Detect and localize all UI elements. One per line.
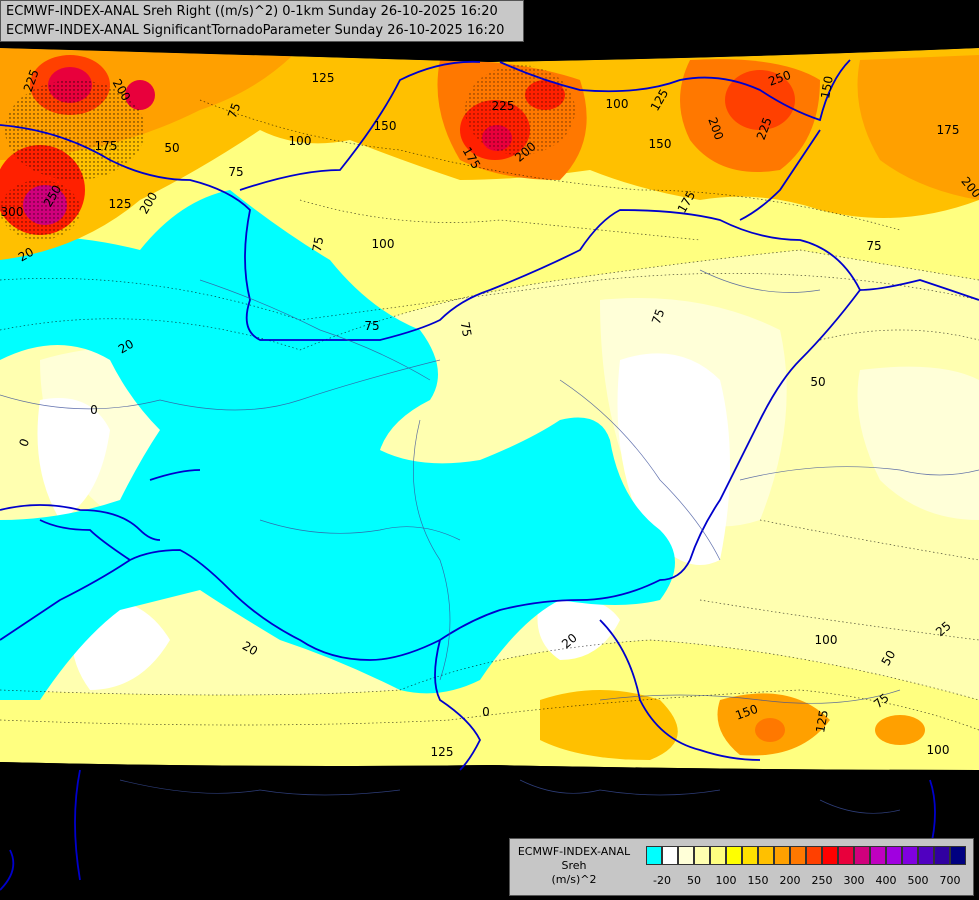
legend-swatch — [886, 846, 902, 865]
contour-label: 150 — [374, 119, 397, 133]
legend-tick-label: 50 — [687, 874, 701, 887]
legend-swatch — [726, 846, 742, 865]
legend-title-line: Sreh — [561, 859, 587, 872]
legend-swatch — [790, 846, 806, 865]
legend-tick-label: 500 — [907, 874, 929, 887]
contour-label: 175 — [937, 123, 960, 137]
legend-swatch — [806, 846, 822, 865]
contour-label: 125 — [813, 709, 831, 734]
legend-swatch — [950, 846, 966, 865]
map-header: ECMWF-INDEX-ANAL Sreh Right ((m/s)^2) 0-… — [0, 0, 524, 42]
contour-label: 100 — [606, 97, 629, 111]
legend-swatch — [918, 846, 934, 865]
contour-label: 0 — [16, 437, 32, 449]
contour-label: 0 — [482, 705, 490, 719]
contour-label: 75 — [866, 239, 881, 253]
contour-label: 225 — [492, 99, 515, 113]
legend-tick-label: 250 — [811, 874, 833, 887]
contour-label: 150 — [649, 137, 672, 151]
legend-swatch — [934, 846, 950, 865]
contour-label: 20 — [240, 639, 260, 659]
header-title-line-2: ECMWF-INDEX-ANAL SignificantTornadoParam… — [6, 23, 505, 38]
contour-label: 75 — [228, 165, 243, 179]
country-borders — [0, 59, 979, 891]
sreh-field — [0, 48, 979, 770]
legend-swatch — [902, 846, 918, 865]
legend-title-line: (m/s)^2 — [551, 873, 597, 886]
contour-label: 75 — [649, 307, 667, 326]
contour-label: 100 — [927, 743, 950, 757]
legend-swatch — [870, 846, 886, 865]
legend-swatch — [742, 846, 758, 865]
legend-swatch — [662, 846, 678, 865]
legend-tick-label: 100 — [715, 874, 737, 887]
contour-label: 75 — [458, 321, 474, 338]
header-title-line-1: ECMWF-INDEX-ANAL Sreh Right ((m/s)^2) 0-… — [6, 4, 498, 19]
contour-label: 75 — [364, 319, 379, 333]
legend-swatch — [854, 846, 870, 865]
legend-tick-label: -20 — [653, 874, 671, 887]
legend-title: ECMWF-INDEX-ANAL Sreh (m/s)^2 — [510, 845, 638, 887]
legend-tick-label: 300 — [843, 874, 865, 887]
contour-label: 20 — [116, 337, 136, 357]
legend-swatch — [694, 846, 710, 865]
contour-label: 100 — [289, 134, 312, 148]
legend-swatch — [774, 846, 790, 865]
contour-label: 125 — [312, 71, 335, 85]
contour-label: 75 — [310, 236, 326, 253]
contour-label: 50 — [810, 375, 825, 389]
legend-swatch — [678, 846, 694, 865]
contour-label: 100 — [815, 633, 838, 647]
contour-label: 50 — [164, 141, 179, 155]
contour-label: 125 — [109, 197, 132, 211]
legend-tick-label: 150 — [747, 874, 769, 887]
contour-label: 0 — [90, 403, 98, 417]
contour-label: 20 — [16, 245, 36, 265]
contour-label: 125 — [431, 745, 454, 759]
legend-swatch — [758, 846, 774, 865]
rivers — [0, 269, 979, 814]
contour-label: 100 — [372, 237, 395, 251]
legend-tick-label: 200 — [779, 874, 801, 887]
contour-label: 150 — [818, 75, 836, 100]
color-legend: ECMWF-INDEX-ANAL Sreh (m/s)^2 -20 50 100 15… — [509, 838, 974, 896]
contour-label: 50 — [879, 648, 899, 668]
legend-swatch — [838, 846, 854, 865]
legend-swatch — [822, 846, 838, 865]
legend-title-line: ECMWF-INDEX-ANAL — [517, 845, 631, 858]
contour-label: 75 — [225, 101, 243, 120]
legend-tick-label: 400 — [875, 874, 897, 887]
contour-label: 300 — [1, 205, 24, 219]
legend-swatch — [710, 846, 726, 865]
legend-tick-label: 700 — [939, 874, 961, 887]
contour-label: 175 — [95, 139, 118, 153]
legend-swatch — [646, 846, 662, 865]
